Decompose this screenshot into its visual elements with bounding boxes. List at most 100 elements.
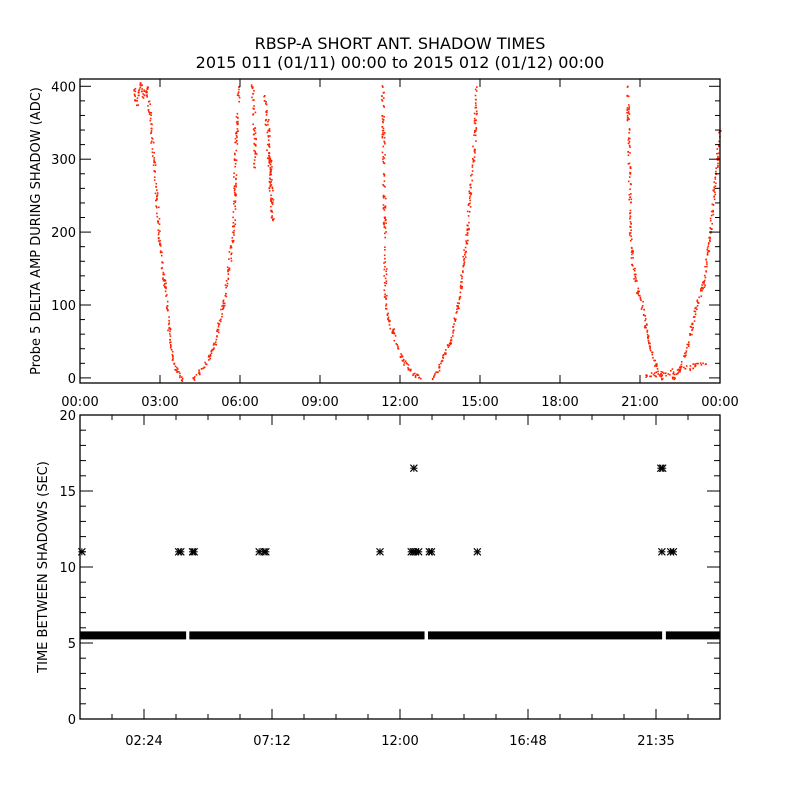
data-point	[224, 294, 227, 297]
data-point	[474, 152, 476, 154]
data-point	[704, 363, 707, 366]
data-point	[635, 273, 637, 276]
data-point	[705, 271, 708, 273]
data-point	[267, 120, 269, 123]
data-point	[401, 354, 403, 357]
data-point	[454, 320, 457, 322]
data-point	[170, 345, 172, 347]
data-point	[718, 131, 720, 134]
data-point	[473, 131, 476, 134]
data-point	[661, 377, 664, 380]
data-point	[267, 135, 270, 137]
data-point	[633, 278, 635, 280]
data-point	[689, 368, 691, 370]
data-point	[235, 134, 238, 137]
data-point	[385, 197, 387, 200]
data-point	[384, 293, 386, 296]
asterisk-point	[669, 547, 678, 556]
data-point	[697, 362, 699, 365]
data-point	[709, 237, 711, 240]
data-point	[254, 156, 256, 158]
data-point	[156, 215, 159, 218]
data-point	[214, 341, 217, 343]
data-point	[253, 105, 255, 107]
data-point	[653, 372, 656, 374]
bottom-y-axis-label: TIME BETWEEN SHADOWS (SEC)	[36, 461, 51, 674]
data-point	[406, 363, 408, 365]
data-point	[173, 362, 176, 365]
data-point	[440, 362, 442, 365]
data-point	[235, 182, 237, 185]
x-tick-label: 02:24	[125, 734, 162, 749]
data-point	[717, 152, 720, 155]
data-point	[211, 348, 214, 351]
data-point	[152, 164, 155, 167]
data-point	[387, 316, 390, 319]
data-point	[149, 103, 151, 105]
asterisk-point	[409, 464, 418, 473]
data-point	[691, 333, 693, 336]
data-point	[270, 197, 272, 200]
data-point	[702, 287, 704, 290]
data-point	[709, 239, 711, 241]
data-point	[179, 375, 181, 377]
data-point	[629, 217, 631, 220]
data-point	[157, 222, 159, 224]
data-point	[441, 359, 444, 362]
data-point	[391, 331, 394, 333]
data-point	[156, 198, 158, 200]
data-point	[270, 205, 272, 208]
data-point	[169, 333, 171, 335]
data-point	[388, 324, 391, 326]
data-point	[642, 300, 644, 303]
data-point	[270, 159, 273, 162]
data-point	[683, 352, 686, 355]
data-point	[169, 335, 172, 337]
data-point	[235, 184, 237, 186]
data-point	[252, 128, 255, 130]
data-point	[627, 142, 630, 145]
data-point	[181, 377, 184, 380]
data-point	[655, 363, 657, 366]
data-point	[265, 101, 267, 103]
data-point	[133, 94, 136, 96]
data-point	[400, 353, 402, 355]
data-point	[384, 284, 386, 287]
data-point	[222, 300, 224, 303]
shadow-amplitude-plot: 0 100 200 300 400 00:00 03:00 06:00 09:00 12:00 15…	[51, 78, 739, 410]
data-point	[457, 307, 459, 310]
data-point	[272, 189, 274, 192]
data-point	[233, 232, 235, 234]
data-point	[269, 177, 271, 180]
data-point	[218, 323, 221, 325]
data-point	[717, 166, 719, 168]
data-point	[269, 168, 272, 171]
data-point	[630, 251, 633, 253]
data-point	[707, 243, 710, 245]
data-point	[385, 270, 387, 273]
data-point	[656, 368, 659, 370]
data-point	[145, 90, 147, 93]
data-point	[156, 194, 159, 196]
data-point	[628, 234, 631, 236]
data-point	[235, 116, 238, 118]
data-point	[209, 355, 212, 357]
data-point	[163, 284, 165, 287]
data-point	[692, 367, 694, 370]
data-point	[706, 251, 709, 254]
data-point	[174, 369, 176, 371]
data-point	[463, 249, 465, 251]
data-point	[157, 240, 160, 242]
data-point	[650, 375, 652, 378]
asterisk-point	[261, 547, 270, 556]
data-point	[630, 257, 633, 259]
data-point	[226, 266, 229, 269]
data-point	[223, 306, 225, 309]
data-point	[701, 284, 703, 286]
data-point	[381, 85, 384, 87]
y-tick-label: 300	[51, 153, 76, 168]
data-point	[436, 371, 439, 373]
data-point	[382, 105, 385, 107]
data-point	[270, 200, 273, 202]
data-point	[172, 357, 174, 360]
